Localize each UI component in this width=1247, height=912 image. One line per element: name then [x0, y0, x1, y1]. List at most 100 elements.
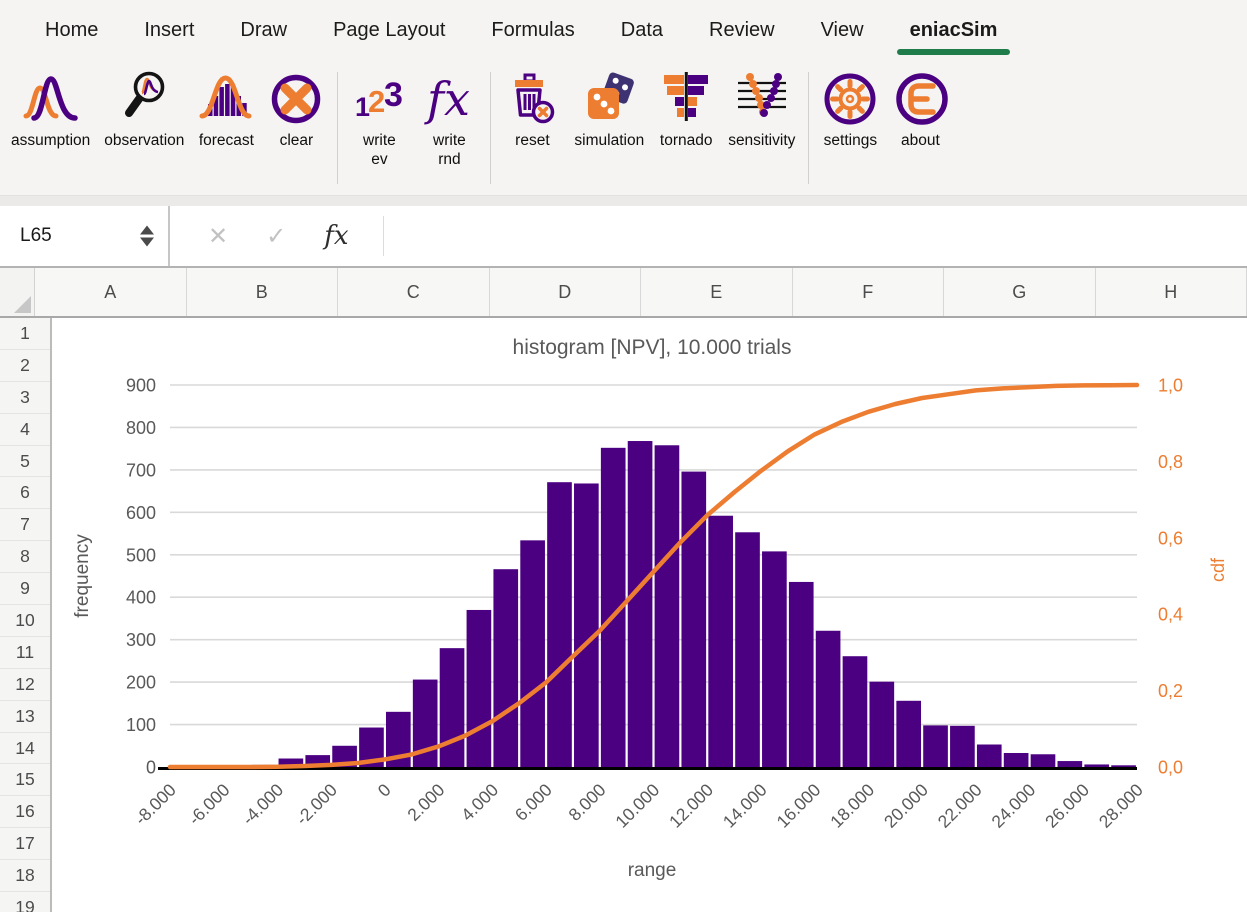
stepper-down-icon[interactable]	[140, 237, 154, 247]
ribbon-button-reset[interactable]: reset	[497, 68, 567, 152]
row-header-19[interactable]: 19	[0, 892, 50, 912]
tab-draw[interactable]: Draw	[240, 18, 288, 41]
x-tick-label: 26.000	[1041, 780, 1093, 832]
row-header-13[interactable]: 13	[0, 701, 50, 733]
ribbon-button-tornado[interactable]: tornado	[651, 68, 721, 152]
tab-formulas[interactable]: Formulas	[491, 18, 575, 41]
ribbon-button-write-rnd[interactable]: fx write rnd	[414, 68, 484, 172]
row-header-7[interactable]: 7	[0, 509, 50, 542]
write-ev-123-icon: 1 2 3	[351, 70, 407, 128]
column-header-g[interactable]: G	[944, 268, 1096, 316]
ribbon-button-observation[interactable]: observation	[97, 68, 191, 152]
histogram-bar	[681, 471, 707, 767]
row-header-11[interactable]: 11	[0, 637, 50, 669]
npv-histogram-chart[interactable]: histogram [NPV], 10.000 trials 0 100 200 300…	[52, 318, 1247, 912]
cancel-icon[interactable]: ✕	[208, 222, 229, 250]
row-header-2[interactable]: 2	[0, 350, 50, 382]
tab-view[interactable]: View	[820, 18, 864, 41]
row-header-10[interactable]: 10	[0, 605, 50, 637]
histogram-bar	[950, 725, 975, 767]
ribbon-button-assumption[interactable]: assumption	[4, 68, 97, 152]
row-header-15[interactable]: 15	[0, 764, 50, 797]
y-right-axis-title: cdf	[1208, 557, 1228, 582]
x-tick-label: 16.000	[773, 780, 825, 832]
tab-home[interactable]: Home	[45, 18, 99, 41]
row-header-6[interactable]: 6	[0, 477, 50, 510]
write-rnd-fx-icon: fx	[421, 70, 477, 128]
active-tab-underline	[896, 48, 1011, 55]
x-axis-title: range	[628, 860, 677, 881]
ribbon-tab-bar: Home Insert Draw Page Layout Formulas Data Rev…	[0, 0, 1247, 62]
row-header-9[interactable]: 9	[0, 573, 50, 606]
ribbon-button-clear[interactable]: clear	[261, 68, 331, 152]
row-header-5[interactable]: 5	[0, 446, 50, 478]
histogram-bar	[574, 483, 599, 767]
column-header-d[interactable]: D	[490, 268, 641, 316]
ribbon-button-label: write rnd	[433, 132, 466, 169]
histogram-bar	[976, 744, 1002, 767]
insert-function-icon[interactable]: fx	[324, 221, 349, 251]
tab-eniacsim[interactable]: eniacSim	[887, 5, 1021, 58]
ribbon-button-label: simulation	[574, 132, 645, 149]
histogram-bar	[1111, 765, 1136, 767]
name-box-stepper[interactable]	[140, 225, 154, 247]
ribbon-button-forecast[interactable]: forecast	[191, 68, 261, 152]
x-tick-label: 18.000	[826, 780, 878, 832]
cell-reference: L65	[20, 225, 52, 246]
ribbon-button-settings[interactable]: settings	[815, 68, 885, 152]
histogram-bar	[1057, 761, 1083, 767]
enter-icon[interactable]: ✓	[266, 222, 287, 250]
svg-text:2: 2	[368, 84, 385, 119]
x-tick-label: 4.000	[457, 780, 502, 825]
row-header-18[interactable]: 18	[0, 860, 50, 893]
x-tick-label: 8.000	[564, 780, 609, 825]
x-tick-label: -6.000	[184, 780, 233, 829]
ribbon-button-sensitivity[interactable]: sensitivity	[721, 68, 802, 152]
column-header-a[interactable]: A	[35, 268, 187, 316]
ribbon-group-4: settings about	[815, 68, 955, 152]
ribbon-button-simulation[interactable]: simulation	[567, 68, 651, 152]
row-header-17[interactable]: 17	[0, 828, 50, 861]
tab-page-layout[interactable]: Page Layout	[333, 18, 446, 41]
stepper-up-icon[interactable]	[140, 225, 154, 235]
y-left-tick-label: 500	[126, 545, 156, 565]
column-header-b[interactable]: B	[187, 268, 338, 316]
x-tick-label: -2.000	[292, 780, 341, 829]
row-header-8[interactable]: 8	[0, 541, 50, 574]
name-box[interactable]: L65	[0, 206, 170, 266]
column-header-c[interactable]: C	[338, 268, 490, 316]
tab-review[interactable]: Review	[709, 18, 775, 41]
column-header-f[interactable]: F	[793, 268, 944, 316]
x-tick-label: 6.000	[511, 780, 556, 825]
ribbon-button-label: about	[900, 132, 940, 149]
row-header-3[interactable]: 3	[0, 382, 50, 414]
y-left-tick-label: 300	[126, 630, 156, 650]
tab-insert[interactable]: Insert	[144, 18, 195, 41]
row-header-14[interactable]: 14	[0, 733, 50, 765]
ribbon-button-write-ev[interactable]: 1 2 3 write ev	[344, 68, 414, 172]
row-header-12[interactable]: 12	[0, 669, 50, 701]
y-left-axis-title: frequency	[72, 534, 93, 618]
cdf-line	[167, 382, 1140, 770]
ribbon-button-label: settings	[823, 132, 878, 149]
forecast-histogram-icon	[198, 70, 254, 128]
column-header-e[interactable]: E	[641, 268, 793, 316]
row-header-1[interactable]: 1	[0, 318, 50, 350]
histogram-bar	[278, 758, 304, 767]
ribbon-button-about[interactable]: about	[885, 68, 955, 152]
chart-title: histogram [NPV], 10.000 trials	[513, 336, 792, 359]
row-header-16[interactable]: 16	[0, 796, 50, 829]
row-header-4[interactable]: 4	[0, 414, 50, 446]
select-all-corner[interactable]	[0, 268, 35, 316]
x-tick-label: 12.000	[665, 780, 717, 832]
tab-data[interactable]: Data	[620, 18, 663, 41]
histogram-bar	[869, 681, 895, 767]
svg-text:fx: fx	[424, 72, 470, 126]
about-logo-icon	[892, 70, 949, 128]
settings-gear-icon	[822, 70, 878, 128]
x-tick-label: 24.000	[987, 780, 1039, 832]
ribbon-button-label: tornado	[659, 132, 713, 149]
histogram-bar	[1003, 752, 1029, 767]
column-header-h[interactable]: H	[1096, 268, 1247, 316]
